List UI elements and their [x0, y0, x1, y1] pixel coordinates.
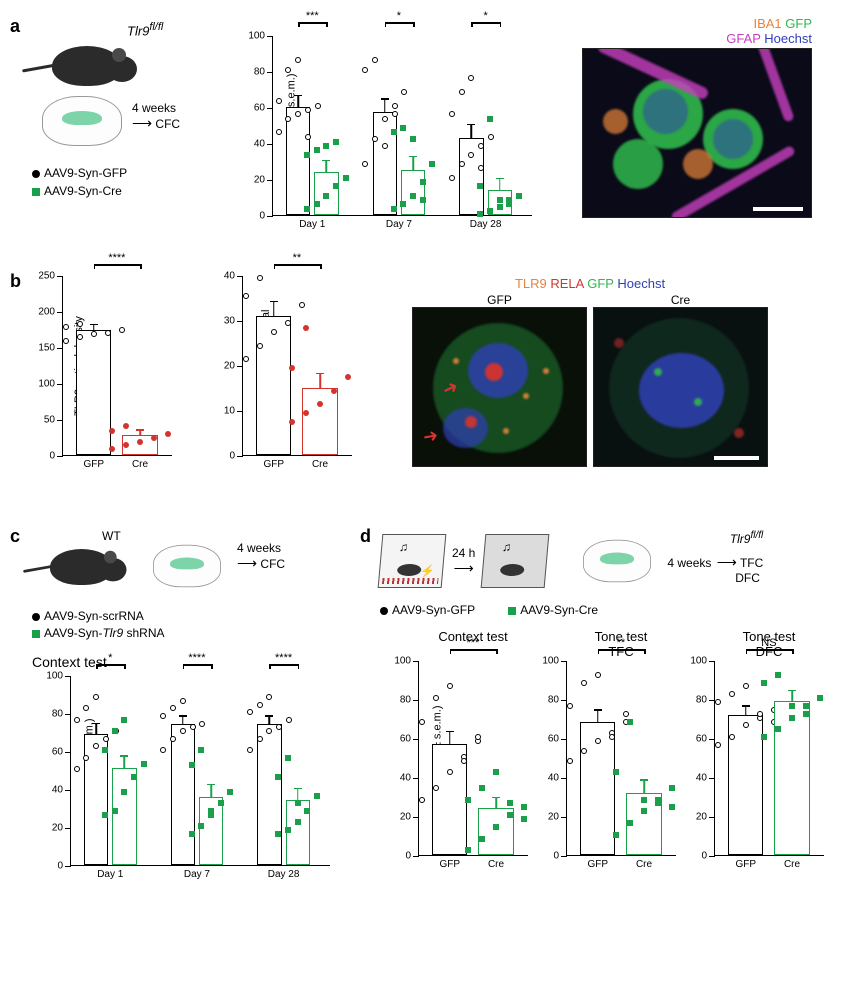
legend-text-post: shRNA: [123, 626, 164, 640]
arrow-annotation-icon: ➜: [421, 425, 440, 448]
panel-d-chart1-wrap: Context test Freezing (% ± s.e.m.) 02040…: [418, 629, 528, 856]
legend-item-cre: AAV9-Syn-Cre: [32, 184, 127, 198]
chamber-test-icon: ♫: [481, 534, 550, 588]
mouse-icon: [32, 26, 142, 96]
arrow-icon: ⟶: [454, 560, 474, 576]
music-note-icon: ♫: [399, 540, 409, 554]
panel-d-chart3: 020406080100GFPCreNS: [714, 661, 824, 856]
label-iba1: IBA1: [753, 16, 781, 31]
cfc-arrow-label: 4 weeks ⟶ CFC: [132, 101, 180, 132]
panel-b-chart2-wrap: No. of RELA⁺ neuronal nuclei 010203040GF…: [242, 276, 352, 456]
chamber-interval: 24 h ⟶: [452, 546, 475, 577]
figure-root: a Tlr9fl/fl 4 weeks ⟶ CFC AAV9-Syn-GFP: [10, 16, 848, 506]
mouse-icon: [32, 531, 131, 594]
panel-d-label: d: [360, 526, 371, 547]
legend-text: AAV9-Syn-Cre: [520, 603, 598, 617]
label-hoechst: Hoechst: [617, 276, 665, 291]
panel-c-label: c: [10, 526, 20, 547]
panel-b-label: b: [10, 271, 21, 292]
label-gfp: GFP: [587, 276, 614, 291]
legend-text: AAV9-Syn-Cre: [44, 184, 122, 198]
shock-icon: ⚡: [420, 564, 436, 578]
panel-a-micrograph: [582, 48, 812, 218]
micro-title-cre: Cre: [593, 293, 768, 307]
micrograph-labels: TLR9 RELA GFP Hoechst: [412, 276, 768, 291]
legend-text: AAV9-Syn-GFP: [44, 166, 127, 180]
legend-item-cre: AAV9-Syn-Cre: [508, 603, 598, 617]
chamber-training-icon: ♫ ⚡: [378, 534, 447, 588]
panel-a-label: a: [10, 16, 20, 37]
panel-b-micro-wrap: TLR9 RELA GFP Hoechst GFP: [412, 276, 768, 467]
arrow-weeks: 4 weeks: [132, 101, 176, 115]
arrow-target: TFC: [740, 556, 763, 570]
panel-c-wrap: WT 4 weeks ⟶ CFC AAV9-Syn-scrRNA AAV9-Sy…: [32, 531, 362, 866]
genotype-sup: fl/fl: [750, 530, 763, 541]
panel-a-chart: Freezing (% ± s.e.m.) 020406080100Day 1*…: [272, 36, 532, 216]
tfc-dfc-arrow: Tlr9fl/fl 4 weeks ⟶ TFC 4 weeks ⟶ DFC: [667, 538, 763, 585]
panel-b-chart1: TLR9 optical density 050100150200250GFPC…: [62, 276, 172, 456]
label-gfap: GFAP: [726, 31, 760, 46]
panel-d-chart1: Freezing (% ± s.e.m.) 020406080100GFPCre…: [418, 661, 528, 856]
circle-icon: [32, 170, 40, 178]
legend-text-ital: Tlr9: [102, 626, 123, 640]
panel-c-legend: AAV9-Syn-scrRNA AAV9-Syn-Tlr9 shRNA: [32, 609, 362, 640]
legend-text-pre: AAV9-Syn-: [44, 626, 102, 640]
panel-d-wrap: ♫ ⚡ 24 h ⟶ ♫ Tlr9fl/fl 4 weeks ⟶: [380, 531, 850, 856]
square-icon: [32, 188, 40, 196]
panel-d-legend: AAV9-Syn-GFP AAV9-Syn-Cre: [380, 601, 850, 619]
circle-icon: [32, 613, 40, 621]
brain-icon: [579, 536, 656, 587]
panel-d-chart3-wrap: Tone test DFC 020406080100GFPCreNS: [714, 629, 824, 856]
panel-c-chart: Freezing (% ± s.e.m.) 020406080100Day 1*…: [70, 676, 330, 866]
legend-item-shrna: AAV9-Syn-Tlr9 shRNA: [32, 626, 362, 640]
scale-bar: [753, 207, 803, 211]
legend-item-scr: AAV9-Syn-scrRNA: [32, 609, 362, 623]
legend-text: AAV9-Syn-scrRNA: [44, 609, 144, 623]
arrow-weeks: 4 weeks: [667, 556, 711, 570]
genotype-text: Tlr9: [730, 532, 751, 546]
arrow-icon: ⟶: [237, 555, 257, 571]
panel-a-chart-wrap: Freezing (% ± s.e.m.) 020406080100Day 1*…: [272, 16, 532, 216]
micro-cre-col: Cre: [593, 293, 768, 467]
scale-bar: [714, 456, 759, 460]
arrow-weeks: 4 weeks: [237, 541, 281, 555]
panel-d-schematic: ♫ ⚡ 24 h ⟶ ♫ Tlr9fl/fl 4 weeks ⟶: [380, 531, 850, 591]
panel-b-micrograph-gfp: ➜ ➜: [412, 307, 587, 467]
panel-d-chart2-wrap: Tone test TFC 020406080100GFPCre**: [566, 629, 676, 856]
panel-b-chart2: No. of RELA⁺ neuronal nuclei 010203040GF…: [242, 276, 352, 456]
label-gfp: GFP: [785, 16, 812, 31]
music-note-icon: ♫: [502, 540, 512, 554]
panel-a-legend: AAV9-Syn-GFP AAV9-Syn-Cre: [32, 166, 127, 198]
panel-a-micrograph-wrap: IBA1 GFP GFAP Hoechst: [582, 16, 812, 218]
arrow-target: DFC: [735, 571, 760, 585]
micro-gfp-col: GFP ➜ ➜: [412, 293, 587, 467]
panel-d-chart2: 020406080100GFPCre**: [566, 661, 676, 856]
brain-icon: [37, 91, 127, 151]
legend-text: AAV9-Syn-GFP: [392, 603, 475, 617]
legend-item-gfp: AAV9-Syn-GFP: [380, 603, 478, 617]
square-icon: [508, 607, 516, 615]
cfc-arrow-label: 4 weeks ⟶ CFC: [237, 541, 285, 572]
arrow-icon: ⟶: [132, 115, 152, 131]
square-icon: [32, 630, 40, 638]
arrow-target: CFC: [260, 557, 285, 571]
label-hoechst: Hoechst: [764, 31, 812, 46]
genotype-sup: fl/fl: [149, 21, 163, 33]
micrograph-labels: IBA1 GFP GFAP Hoechst: [582, 16, 812, 46]
label-tlr9: TLR9: [515, 276, 547, 291]
interval-text: 24 h: [452, 546, 475, 560]
arrow-icon: ⟶: [717, 554, 737, 570]
arrow-target: CFC: [155, 117, 180, 131]
panel-b-micrograph-cre: [593, 307, 768, 467]
label-rela: RELA: [550, 276, 583, 291]
micro-title-gfp: GFP: [412, 293, 587, 307]
legend-item-gfp: AAV9-Syn-GFP: [32, 166, 127, 180]
brain-icon: [149, 541, 226, 592]
circle-icon: [380, 607, 388, 615]
panel-b-chart1-wrap: TLR9 optical density 050100150200250GFPC…: [62, 276, 172, 456]
panel-c-schematic: WT 4 weeks ⟶ CFC: [32, 531, 362, 601]
